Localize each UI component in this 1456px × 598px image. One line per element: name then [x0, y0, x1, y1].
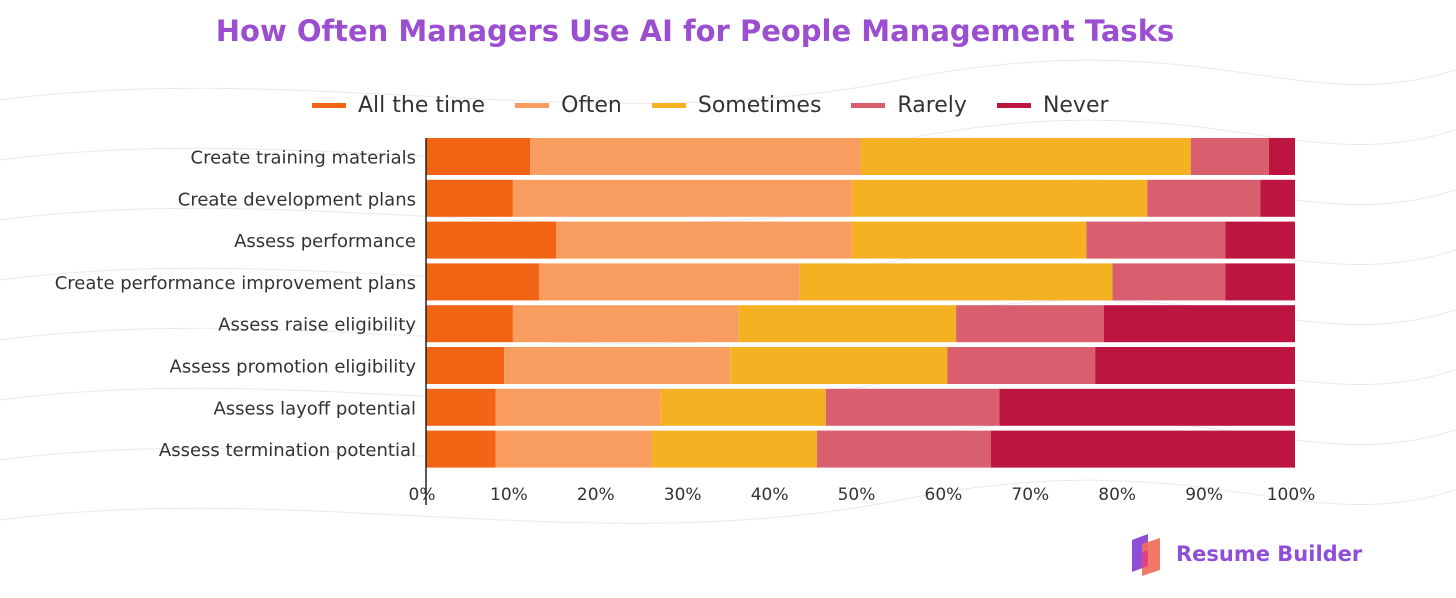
bar-assess-promotion-eligibility-never	[1095, 347, 1295, 384]
bar-assess-performance-all-the-time	[426, 221, 557, 259]
y-tick-label: Create development plans	[178, 189, 416, 210]
bar-assess-termination-potential-rarely	[817, 430, 991, 468]
legend-label-all-the-time: All the time	[358, 92, 486, 118]
y-tick-label: Assess performance	[234, 231, 416, 252]
legend-label-often: Often	[561, 92, 622, 118]
x-tick-label: 90%	[1185, 485, 1223, 505]
bar-create-development-plans-never	[1260, 179, 1295, 217]
x-tick-label: 30%	[664, 485, 702, 505]
bar-assess-promotion-eligibility-all-the-time	[426, 347, 505, 384]
bar-create-performance-improvement-plans-rarely	[1112, 263, 1226, 301]
legend-item-often: Often	[515, 93, 622, 118]
y-tick-label: Assess layoff potential	[213, 398, 416, 419]
brand-footer: Resume Builder	[1126, 532, 1362, 576]
bar-assess-raise-eligibility-rarely	[956, 305, 1104, 343]
legend-label-sometimes: Sometimes	[697, 92, 822, 118]
x-tick-label: 50%	[838, 485, 876, 505]
legend-label-rarely: Rarely	[897, 92, 967, 118]
bar-create-performance-improvement-plans-often	[538, 263, 800, 301]
x-tick-label: 20%	[577, 485, 615, 505]
legend-swatch-often	[515, 102, 550, 108]
legend-label-never: Never	[1042, 92, 1109, 118]
bar-create-training-materials-sometimes	[860, 138, 1191, 175]
chart-legend: All the time Often Sometimes Rarely Neve…	[312, 90, 1139, 120]
x-tick-label: 80%	[1098, 485, 1136, 505]
bar-assess-termination-potential-never	[990, 430, 1295, 468]
legend-swatch-rarely	[851, 102, 886, 108]
bar-create-development-plans-rarely	[1147, 179, 1261, 217]
bar-assess-raise-eligibility-never	[1103, 305, 1295, 343]
brand-name: Resume Builder	[1176, 542, 1363, 566]
bar-assess-layoff-potential-never	[999, 388, 1295, 426]
bar-assess-layoff-potential-rarely	[825, 388, 1000, 426]
bar-assess-termination-potential-often	[495, 430, 652, 468]
bar-create-performance-improvement-plans-never	[1225, 263, 1295, 301]
y-tick-label: Assess raise eligibility	[218, 315, 416, 336]
bar-assess-raise-eligibility-often	[512, 305, 739, 343]
bar-assess-termination-potential-all-the-time	[426, 430, 496, 468]
bar-assess-layoff-potential-sometimes	[660, 388, 826, 426]
chart-title: How Often Managers Use AI for People Man…	[215, 14, 1175, 48]
bar-create-performance-improvement-plans-all-the-time	[426, 263, 539, 301]
x-tick-label: 40%	[751, 485, 789, 505]
y-tick-label: Assess termination potential	[159, 440, 416, 461]
legend-swatch-never	[996, 102, 1031, 108]
bar-assess-performance-often	[556, 221, 852, 259]
legend-item-sometimes: Sometimes	[651, 92, 822, 118]
y-tick-label: Assess promotion eligibility	[170, 357, 417, 378]
bar-create-development-plans-sometimes	[851, 179, 1148, 217]
bar-create-training-materials-never	[1268, 138, 1295, 175]
legend-swatch-sometimes	[651, 102, 686, 108]
resume-builder-logo-icon	[1132, 534, 1160, 576]
bar-create-training-materials-all-the-time	[426, 138, 531, 175]
legend-swatch-all-the-time	[312, 102, 346, 108]
legend-item-rarely: Rarely	[851, 93, 967, 118]
bar-assess-layoff-potential-all-the-time	[426, 388, 496, 426]
bar-create-development-plans-often	[512, 179, 852, 217]
bar-create-development-plans-all-the-time	[426, 179, 513, 217]
bar-assess-promotion-eligibility-sometimes	[730, 347, 948, 384]
legend-item-never: Never	[996, 92, 1109, 118]
bar-assess-raise-eligibility-sometimes	[738, 305, 957, 343]
x-tick-label: 10%	[490, 485, 528, 505]
bar-assess-raise-eligibility-all-the-time	[426, 305, 513, 343]
bar-create-performance-improvement-plans-sometimes	[799, 263, 1113, 301]
y-tick-label: Create performance improvement plans	[55, 273, 416, 294]
bar-assess-performance-never	[1225, 221, 1295, 259]
y-tick-label: Create training materials	[191, 148, 417, 169]
x-tick-label: 100%	[1267, 485, 1316, 505]
bar-assess-promotion-eligibility-often	[504, 347, 731, 384]
bar-create-training-materials-rarely	[1190, 138, 1269, 175]
bar-create-training-materials-often	[530, 138, 861, 175]
bar-assess-layoff-potential-often	[495, 388, 661, 426]
x-tick-label: 60%	[925, 485, 963, 505]
x-tick-label: 70%	[1011, 485, 1049, 505]
bar-assess-promotion-eligibility-rarely	[947, 347, 1096, 384]
bar-assess-performance-sometimes	[851, 221, 1087, 259]
x-tick-label: 0%	[409, 485, 436, 505]
legend-item-all-the-time: All the time	[312, 93, 485, 118]
bar-assess-termination-potential-sometimes	[651, 430, 818, 468]
bar-assess-performance-rarely	[1086, 221, 1226, 259]
